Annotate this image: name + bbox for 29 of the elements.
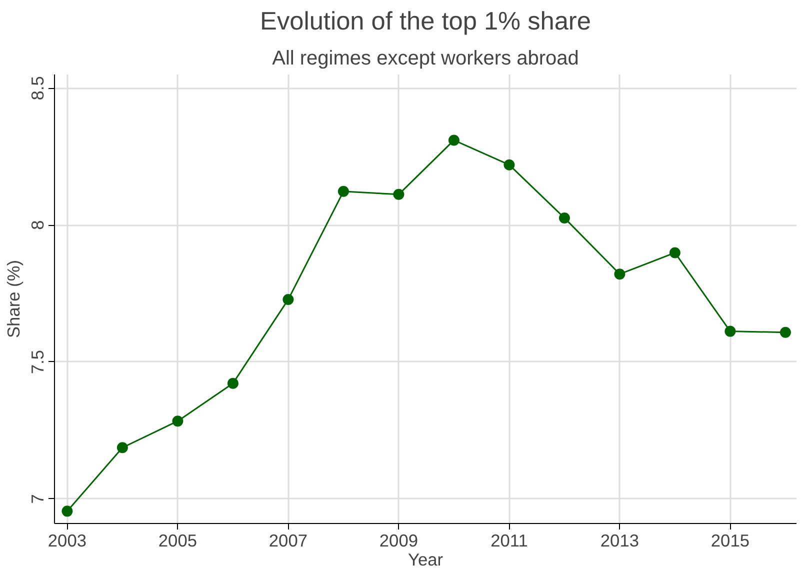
point xyxy=(393,188,404,200)
chart-subtitle: All regimes except workers abroad xyxy=(272,48,579,70)
point xyxy=(780,326,791,338)
chart-title: Evolution of the top 1% share xyxy=(260,8,591,36)
point xyxy=(669,247,680,258)
y-tick-label: 7.5 xyxy=(28,350,48,374)
x-tick-label: 2007 xyxy=(268,530,308,550)
point xyxy=(724,326,736,337)
x-tick-label: 2015 xyxy=(710,530,750,550)
x-tick-label: 2009 xyxy=(379,530,418,550)
x-tick-label: 2003 xyxy=(48,530,86,550)
point xyxy=(62,506,73,517)
point xyxy=(338,186,349,197)
point xyxy=(227,378,238,389)
x-axis-title: Year xyxy=(408,550,444,570)
x-tick-label: 2005 xyxy=(158,530,197,550)
y-tick-label: 7 xyxy=(28,494,48,504)
x-tick-label: 2013 xyxy=(600,530,639,550)
y-axis-title: Share (%) xyxy=(4,260,24,338)
x-tick-label: 2011 xyxy=(490,530,528,550)
point xyxy=(558,212,570,224)
y-tick-label: 8.5 xyxy=(28,76,48,100)
point xyxy=(282,294,294,306)
point xyxy=(116,442,128,454)
point xyxy=(448,134,460,146)
point xyxy=(172,416,184,427)
y-tick-label: 8 xyxy=(28,220,48,230)
point xyxy=(614,268,626,280)
point xyxy=(504,159,515,170)
